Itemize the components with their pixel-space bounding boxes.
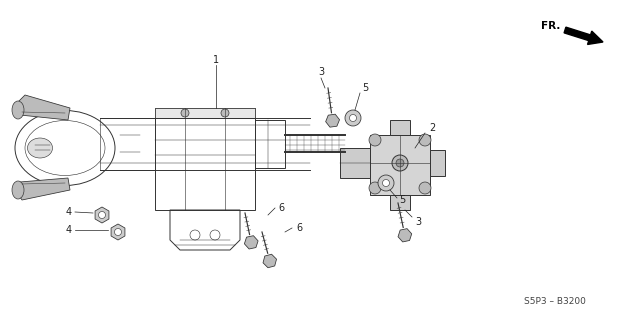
- Polygon shape: [390, 120, 410, 135]
- Polygon shape: [95, 207, 109, 223]
- Polygon shape: [370, 135, 430, 195]
- Text: 5: 5: [362, 83, 368, 93]
- Text: 1: 1: [213, 55, 219, 65]
- FancyArrow shape: [564, 27, 603, 44]
- Polygon shape: [340, 148, 370, 178]
- Ellipse shape: [12, 101, 24, 119]
- Circle shape: [181, 109, 189, 117]
- Circle shape: [349, 115, 356, 122]
- Polygon shape: [398, 229, 412, 242]
- Circle shape: [99, 211, 106, 219]
- Text: FR.: FR.: [541, 21, 560, 31]
- Text: 3: 3: [415, 217, 421, 227]
- Polygon shape: [15, 178, 70, 200]
- Circle shape: [369, 134, 381, 146]
- Polygon shape: [155, 108, 255, 118]
- Circle shape: [378, 175, 394, 191]
- Polygon shape: [244, 236, 258, 249]
- Circle shape: [396, 159, 404, 167]
- Circle shape: [221, 109, 229, 117]
- Text: 3: 3: [318, 67, 324, 77]
- Polygon shape: [111, 224, 125, 240]
- Circle shape: [115, 228, 122, 235]
- Text: 2: 2: [429, 123, 435, 133]
- Text: 4: 4: [66, 207, 72, 217]
- Polygon shape: [326, 114, 340, 127]
- Polygon shape: [15, 95, 70, 120]
- Ellipse shape: [28, 138, 52, 158]
- Text: 6: 6: [278, 203, 284, 213]
- Circle shape: [392, 155, 408, 171]
- Text: 5: 5: [399, 195, 405, 205]
- Circle shape: [369, 182, 381, 194]
- Circle shape: [419, 182, 431, 194]
- Circle shape: [383, 180, 390, 187]
- Text: S5P3 – B3200: S5P3 – B3200: [524, 298, 586, 307]
- Circle shape: [345, 110, 361, 126]
- Text: 4: 4: [66, 225, 72, 235]
- Circle shape: [419, 134, 431, 146]
- Text: 6: 6: [296, 223, 302, 233]
- Ellipse shape: [12, 181, 24, 199]
- Polygon shape: [430, 150, 445, 176]
- Polygon shape: [263, 254, 276, 268]
- Polygon shape: [390, 195, 410, 210]
